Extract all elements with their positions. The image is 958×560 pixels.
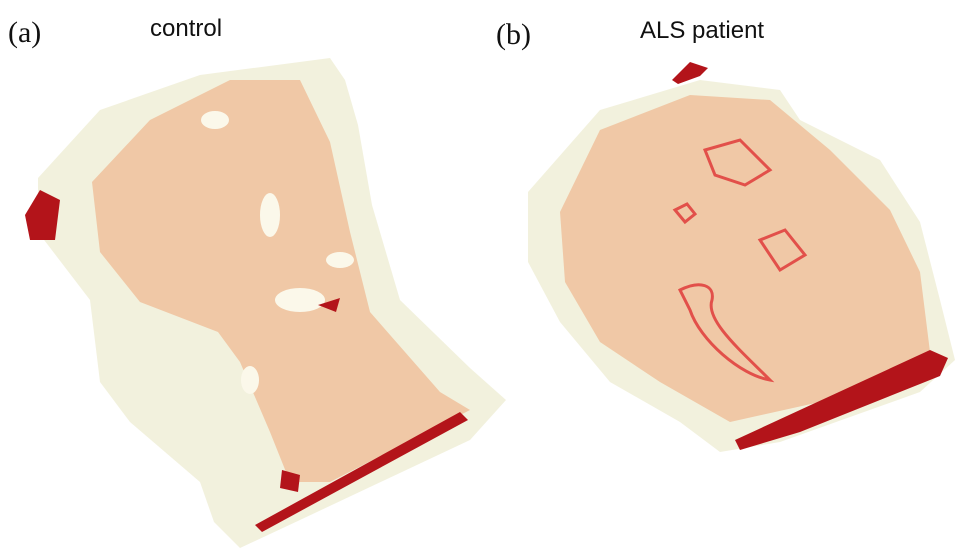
panel-title: control bbox=[150, 15, 222, 42]
panel-label: (b) bbox=[496, 18, 531, 51]
panel-title: ALS patient bbox=[640, 17, 764, 44]
figure: (a) control (b) ALS patient bbox=[0, 0, 958, 560]
panel-b: (b) ALS patient bbox=[496, 17, 955, 452]
panel-label: (a) bbox=[8, 16, 41, 49]
